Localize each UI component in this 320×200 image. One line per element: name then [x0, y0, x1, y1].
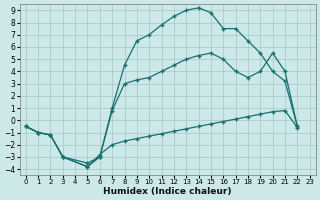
- X-axis label: Humidex (Indice chaleur): Humidex (Indice chaleur): [103, 187, 232, 196]
